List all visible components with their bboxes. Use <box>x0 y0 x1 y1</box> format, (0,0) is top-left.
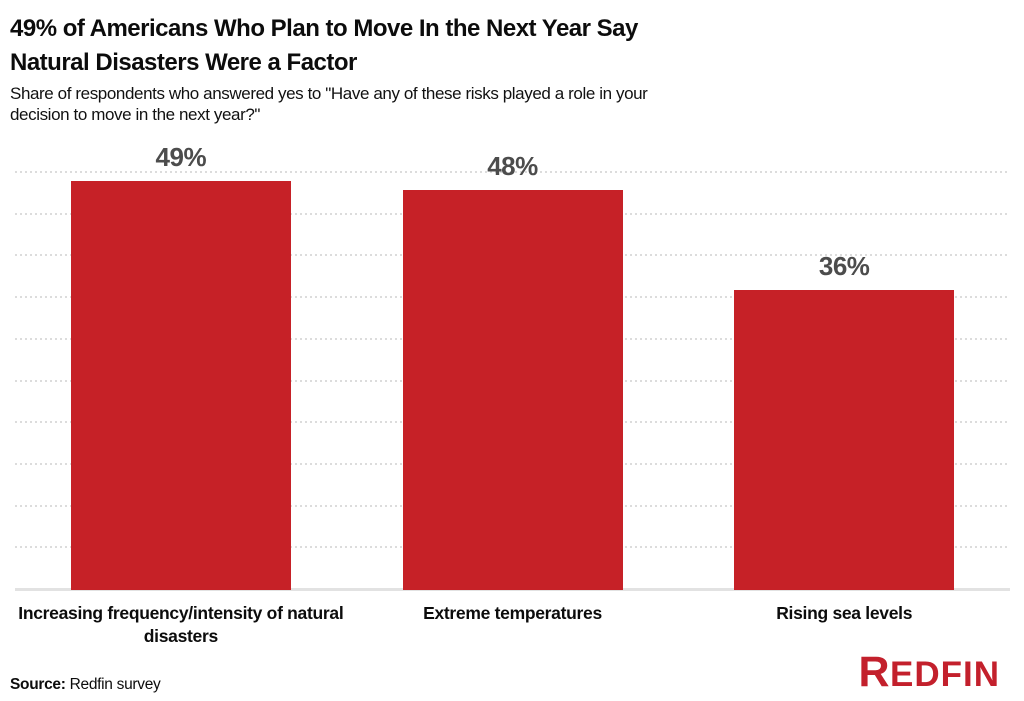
x-axis-category-label-3: Rising sea levels <box>776 603 913 623</box>
bar-3 <box>734 289 955 590</box>
chart-header: 49% of Americans Who Plan to Move In the… <box>10 12 1016 125</box>
chart-subtitle-line-2: decision to move in the next year?" <box>10 105 261 124</box>
redfin-logo-letter-r: R <box>858 648 890 696</box>
plot-area: 49% 48% 36% <box>15 142 1010 591</box>
x-axis-category-label-2: Extreme temperatures <box>423 603 602 623</box>
x-axis-category-label-1: Increasing frequency/intensity of natura… <box>18 603 344 646</box>
chart-title: 49% of Americans Who Plan to Move In the… <box>10 12 1016 80</box>
bar-value-label-1: 49% <box>155 142 207 173</box>
chart-subtitle-line-1: Share of respondents who answered yes to… <box>10 84 648 103</box>
chart-title-line-1: 49% of Americans Who Plan to Move In the… <box>10 15 638 42</box>
chart-title-line-2: Natural Disasters Were a Factor <box>10 49 357 76</box>
chart-subtitle: Share of respondents who answered yes to… <box>10 83 1016 125</box>
bar-value-label-3: 36% <box>818 250 870 281</box>
redfin-logo: REDFIN <box>858 651 1000 694</box>
bar-value-label-2: 48% <box>487 150 538 181</box>
source-note: Source: Redfin survey <box>10 676 161 694</box>
gridline-50 <box>15 171 1010 173</box>
bar-1 <box>70 181 291 590</box>
bar-2 <box>402 189 623 590</box>
source-text: Redfin survey <box>69 676 161 693</box>
redfin-logo-rest: EDFIN <box>890 655 1000 694</box>
source-label: Source: <box>10 676 66 693</box>
x-axis-labels: Increasing frequency/intensity of natura… <box>15 602 1010 648</box>
